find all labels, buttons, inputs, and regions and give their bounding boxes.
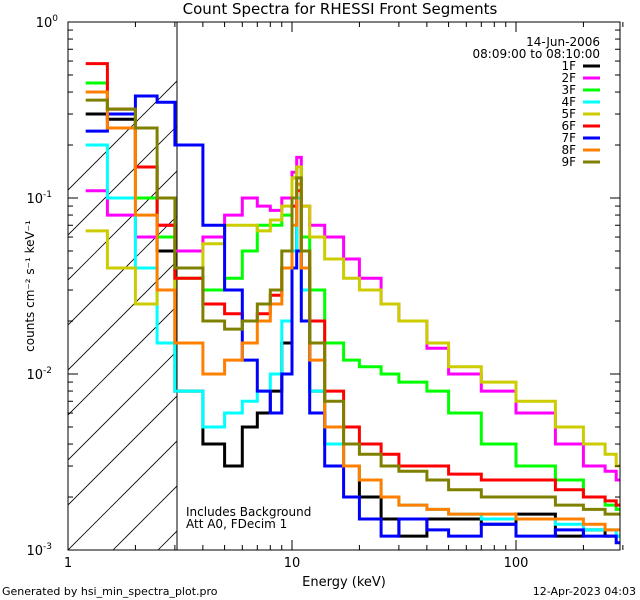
legend-label-4f: 4F (561, 95, 576, 109)
series-line-2f (85, 155, 620, 482)
legend-label-6f: 6F (561, 119, 576, 133)
legend-label-1f: 1F (561, 59, 576, 73)
y-axis: 100 10-1 10-2 10-3 (26, 14, 620, 559)
hatch-line (68, 305, 177, 416)
x-axis: 1 10 100 (64, 22, 624, 571)
hatch-line (68, 215, 177, 326)
y-tick-label-1e0: 100 (36, 14, 59, 31)
series-line-1f (85, 112, 620, 538)
time-range-label: 08:09:00 to 08:10:00 (473, 47, 600, 61)
x-tick-label-10: 10 (284, 556, 301, 571)
series-line-5f (85, 165, 620, 468)
hatch-line (68, 80, 177, 191)
hatch-line (68, 395, 177, 506)
footer-timestamp: 12-Apr-2023 04:03 (533, 585, 636, 598)
series-line-8f (85, 90, 620, 532)
y-axis-label: counts cm⁻² s⁻¹ keV⁻¹ (23, 220, 37, 352)
hatch-line (68, 350, 177, 461)
series-line-9f (85, 98, 620, 516)
hatch-line (68, 125, 177, 236)
annotation-background: Includes Background (186, 505, 311, 519)
footer-generator: Generated by hsi_min_spectra_plot.pro (2, 585, 218, 598)
legend-label-5f: 5F (561, 107, 576, 121)
y-tick-label-1e-1: 10-1 (26, 190, 52, 207)
x-tick-label-1: 1 (64, 556, 72, 571)
series-line-6f (85, 62, 620, 507)
shaded-region (68, 22, 640, 550)
hatch-line (518, 22, 640, 550)
plot-frame (67, 21, 621, 551)
hatch-line (248, 22, 640, 550)
series-line-4f (85, 143, 620, 538)
plot-lines (85, 62, 620, 545)
chart-title: Count Spectra for RHESSI Front Segments (183, 0, 498, 18)
series-line-7f (85, 94, 620, 545)
legend-label-7f: 7F (561, 131, 576, 145)
x-axis-label: Energy (keV) (302, 575, 386, 590)
x-tick-label-100: 100 (504, 556, 529, 571)
hatch-line (68, 440, 177, 550)
hatch-line (68, 260, 177, 371)
annotation-attenuator: Att A0, FDecim 1 (186, 517, 287, 531)
y-tick-label-1e-2: 10-2 (26, 366, 52, 383)
y-tick-label-1e-3: 10-3 (26, 542, 52, 559)
legend-label-9f: 9F (561, 155, 576, 169)
legend-label-2f: 2F (561, 71, 576, 85)
date-label: 14-Jun-2006 (526, 35, 600, 49)
legend-label-8f: 8F (561, 143, 576, 157)
legend-label-3f: 3F (561, 83, 576, 97)
